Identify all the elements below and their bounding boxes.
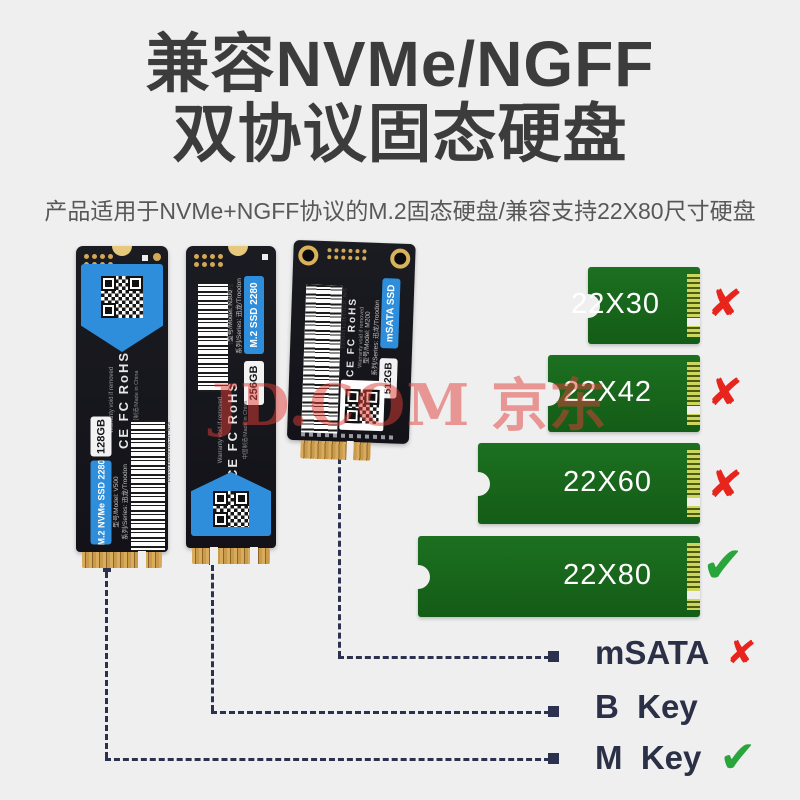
series-line: 系列/Series: 迅龙/Troodon [236,278,243,354]
card-notch [536,381,560,406]
edge-connector [687,450,700,517]
key-notch [687,498,700,506]
key-label: mSATA [595,634,710,671]
ssd2-barcode: S/N:JC2019071600001 [194,276,233,398]
ssd2-component [262,254,268,260]
qr-code-icon [341,385,383,428]
ssd1-component [142,255,148,261]
page-title-line1: 兼容NVMe/NGFF [145,28,655,100]
ssd2-mkey-notch [250,547,258,565]
key-notch [687,318,700,326]
ssd2-blue-label [191,472,271,536]
warranty-text: Warranty void if removed [217,396,224,464]
size-card-22x80: 22X80 [406,536,700,617]
ssd-m2-nvme-2280: Warranty void if removed CE FC RoHS 中国制造… [76,246,170,569]
qr-code-icon [210,488,252,530]
ssd2-bkey-notch [210,547,218,565]
key-notch [687,591,700,599]
bkey-line-horizontal [211,711,550,714]
edge-connector [687,543,700,610]
cert-marks: CE FC RoHS [224,381,240,479]
ssd-m2-2280: S/N:JC2019071600001 型号/Model: N300 系列/Se… [186,246,276,565]
mkey-line-vertical [105,572,108,758]
key-row-bkey: B Key [595,688,716,726]
size-label: 22X80 [563,558,652,591]
serial-number: S/N:JC2019075500001 [164,422,170,484]
ssd2-edge-connector [192,548,270,564]
model-badge: M.2 SSD 2280 [244,276,264,354]
key-label: M Key [595,738,702,776]
capacity-badge: 128GB [90,416,112,457]
qr-code-icon [98,273,146,321]
incompatible-mark: ✘ [705,460,744,510]
ssd-msata: S/N:JC2019071500001 CE FC RoHS Warranty … [286,239,416,462]
line-end-dot [548,706,559,717]
key-notch [687,406,700,414]
incompatible-mark: ✘ [705,279,744,329]
size-label: 22X60 [563,465,652,498]
bkey-line-vertical [211,565,214,711]
card-notch [576,293,600,318]
line-end-dot [548,651,559,662]
edge-connector [687,274,700,337]
ssd2-screw-pads [194,254,223,267]
key-label: B Key [595,688,698,725]
mkey-line-horizontal [105,758,550,761]
compatible-mark: ✔ [702,536,744,594]
ssd3-edge-connector [300,440,371,461]
msata-line-vertical [338,458,341,657]
model-badge: mSATA SSD [380,278,401,349]
size-card-22x30: 22X30 [571,267,700,344]
card-notch [466,471,490,496]
ssd3-qr-label [339,379,385,432]
compatible-mark: ✔ [719,732,757,783]
page-title-line2: 双协议固态硬盘 [172,98,628,170]
ssd1-mkey-notch [138,551,146,569]
made-in-text: 中国制造/Made in China [242,400,249,460]
model-line: 型号/Model: V500 [113,476,120,528]
incompatible-mark: ✘ [725,631,758,675]
ssd1-edge-connector [82,552,162,568]
key-row-mkey: M Key ✔ [595,732,756,783]
ssd3-key-notch [346,440,354,462]
edge-connector [687,362,700,425]
line-end-dot [548,753,559,764]
incompatible-mark: ✘ [705,368,744,418]
ssd2-mount-notch [228,246,249,256]
size-label: 22X42 [563,375,652,408]
model-badge: M.2 NVMe SSD 2280 [90,460,112,545]
ssd2-model-text: 型号/Model: N300 系列/Series: 迅龙/Troodon [225,276,245,356]
ssd1-barcode: S/N:JC2019075500001 [127,414,170,557]
ssd1-component [153,253,161,261]
msata-line-horizontal [338,656,550,659]
model-line: 型号/Model: N300 [227,290,234,342]
page-subtitle: 产品适用于NVMe+NGFF协议的M.2固态硬盘/兼容支持22X80尺寸硬盘 [44,198,756,224]
ssd1-mount-notch [112,246,132,256]
card-notch [406,564,430,589]
size-label: 22X30 [571,287,660,320]
size-card-22x42: 22X42 [536,355,700,432]
size-card-22x60: 22X60 [466,443,700,524]
key-row-msata: mSATA ✘ [595,631,758,675]
ssd3-solder-pads [327,248,367,261]
serial-number: S/N:JC2019071600001 [227,284,233,346]
